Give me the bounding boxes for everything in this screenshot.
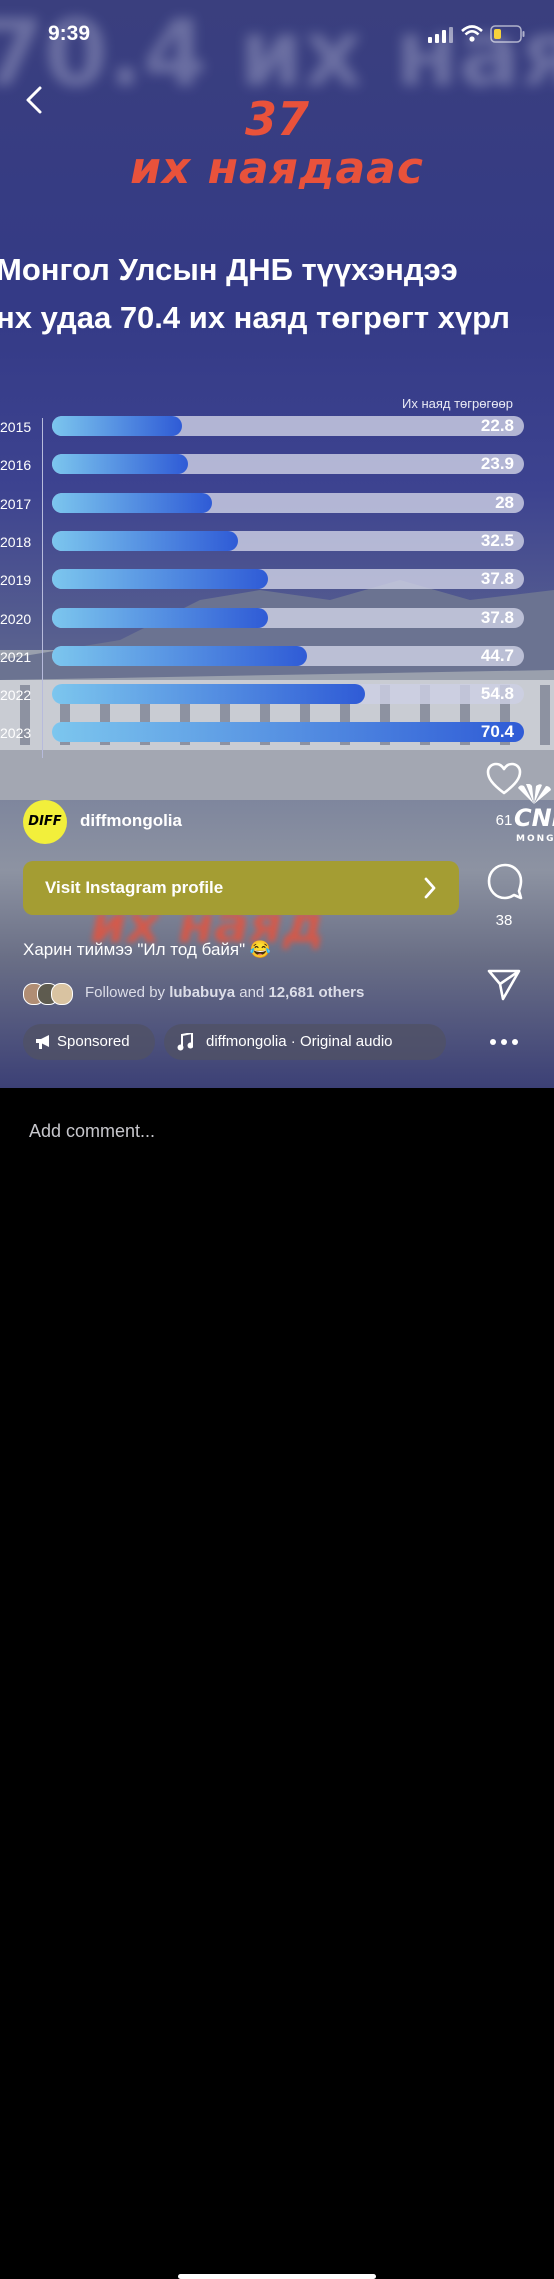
send-paper-plane-icon[interactable] [486,966,522,1002]
account-avatar[interactable]: DIFF [23,800,67,844]
chart-year-label: 2021 [0,648,32,665]
chart-row: 2015 22.8 [0,413,554,443]
chart-value-label: 28 [495,492,514,512]
chart-year-label: 2017 [0,495,32,512]
chart-bar-track: 37.8 [52,569,524,590]
chart-row: 2023 70.4 [0,719,554,749]
comment-bubble-icon[interactable] [486,862,524,900]
audio-pill[interactable]: diffmongolia · Original audio [164,1024,446,1060]
wifi-icon [461,25,483,42]
chart-value-label: 54.8 [480,684,514,704]
chart-year-label: 2023 [0,725,32,742]
chart-row: 2018 32.5 [0,528,554,558]
megaphone-icon [36,1035,49,1049]
chart-year-label: 2015 [0,419,32,435]
sponsored-label: Sponsored [57,1033,130,1050]
home-indicator [178,2274,376,2279]
chart-unit-label: Их наяд төгрөгөөр [402,396,513,411]
chart-bar [52,530,238,551]
chart-row: 2019 37.8 [0,566,554,596]
comment-count: 38 [495,912,513,929]
chart-value-label: 37.8 [480,569,514,589]
heart-icon[interactable] [486,762,522,796]
brand-watermark: CNB MONGO [514,784,554,854]
chart-bar [52,569,268,590]
music-note-icon [177,1033,193,1051]
like-count: 61 [495,812,513,829]
chart-bar [52,722,524,743]
chart-row: 2021 44.7 [0,643,554,673]
chart-bar [52,492,212,513]
headline-number: 37 [244,92,309,146]
chart-row: 2016 23.9 [0,451,554,481]
chart-year-label: 2016 [0,457,32,474]
brand-subtext: MONGO [516,834,554,844]
chart-year-label: 2020 [0,610,32,627]
follower-avatar [51,983,73,1005]
followed-user[interactable]: lubabuya [169,984,236,1001]
chart-value-label: 23.9 [480,454,514,474]
chart-year-label: 2022 [0,687,32,704]
blurred-background-text: 70.4 их наяд төгр [0,0,554,107]
chart-year-label: 2019 [0,572,32,589]
chart-bar [52,416,183,436]
peacock-logo-icon [518,784,551,804]
chart-bar-track: 28 [52,492,524,513]
chart-bar [52,645,308,666]
chart-row: 2020 37.8 [0,605,554,635]
more-options-action[interactable] [474,1030,554,1054]
chart-axis-line [42,418,43,758]
chart-bar-track: 32.5 [52,530,524,551]
followed-prefix: Followed by [85,984,166,1001]
account-username[interactable]: diffmongolia [80,811,182,830]
post-title-line-1: Монгол Улсын ДНБ түүхэндээ [0,252,458,287]
cellular-signal-icon [428,27,453,43]
visit-profile-label: Visit Instagram profile [45,878,224,897]
chart-bar-track: 37.8 [52,607,524,628]
status-time: 9:39 [48,22,91,45]
chart-row: 2017 28 [0,490,554,520]
chart-year-label: 2018 [0,533,32,550]
chart-bar [52,684,365,705]
audio-label: diffmongolia · Original audio [206,1033,393,1050]
chart-bar-track: 70.4 [52,722,524,743]
status-bar: 9:39 [0,0,554,72]
chart-bar [52,454,189,475]
chart-bar-track: 54.8 [52,684,524,705]
chart-value-label: 22.8 [480,416,514,435]
chart-value-label: 32.5 [480,530,514,550]
visit-profile-button[interactable]: Visit Instagram profile [23,861,459,915]
like-action[interactable]: 61 [474,762,554,842]
chart-value-label: 44.7 [480,645,514,665]
comment-action[interactable]: 38 [474,862,554,942]
back-chevron-icon[interactable] [20,84,52,116]
battery-icon [490,25,525,43]
post-title-line-2: нх удаа 70.4 их наяд төгрөгт хүрл [0,300,510,335]
chart-row: 2022 54.8 [0,681,554,711]
more-dots-icon[interactable] [489,1038,519,1046]
followed-count[interactable]: 12,681 others [268,984,365,1001]
chevron-right-icon [424,877,436,899]
comment-bar: Add comment... [0,1088,554,2279]
chart-value-label: 70.4 [480,722,514,742]
chart-value-label: 37.8 [480,607,514,627]
add-comment-input[interactable]: Add comment... [29,1121,156,1141]
headline-unit: их наядаас [130,143,424,194]
brand-wordmark: CNB [514,804,554,832]
share-action[interactable] [474,966,554,1006]
chart-bar-track: 22.8 [52,416,524,436]
post-caption[interactable]: Харин тиймээ "Ил тод байя" 😂 [23,940,272,959]
reel-media[interactable]: 70.4 их наяд төгр 9:39 [0,0,554,1088]
chart-bar [52,607,268,628]
chart-bar-track: 23.9 [52,454,524,475]
chart-bar-track: 44.7 [52,645,524,666]
sponsored-pill[interactable]: Sponsored [23,1024,155,1060]
followed-middle: and [239,984,265,1001]
